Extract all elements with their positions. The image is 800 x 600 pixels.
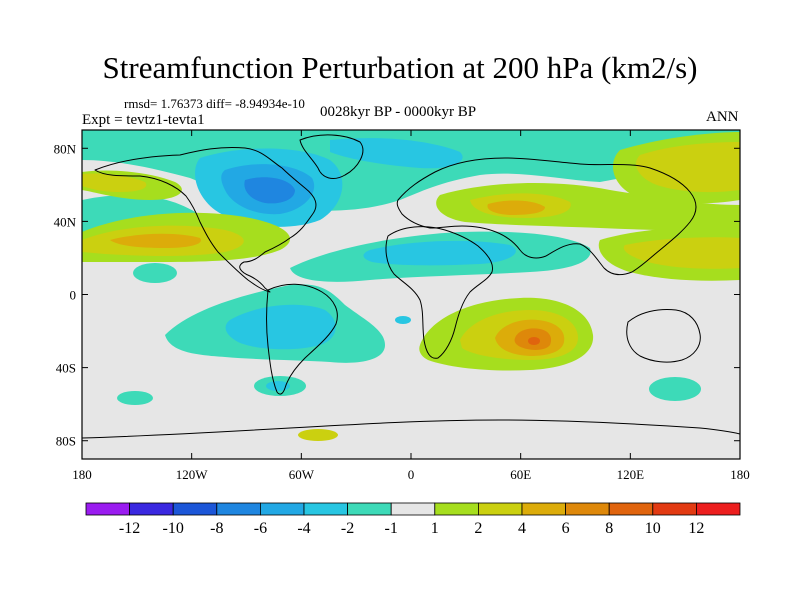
colorbar-box	[85, 502, 130, 516]
colorbar-label: -8	[210, 520, 223, 537]
contour-green-south-pacific-west	[117, 391, 153, 405]
contour-cyan-greenland	[330, 138, 463, 169]
contour-orange-eurasia	[487, 200, 545, 215]
lon-tick-label: 0	[408, 467, 415, 482]
contour-cyan-atlantic-low	[363, 240, 516, 266]
colorbar-box	[216, 502, 261, 516]
lon-tick-label: 180	[730, 467, 750, 482]
coast-greenland	[299, 134, 364, 179]
colorbar-label: -12	[119, 520, 140, 537]
lon-tick-label: 60E	[510, 467, 531, 482]
colorbar-box	[565, 502, 610, 516]
coast-eurasia	[396, 157, 697, 276]
colorbar-label: -2	[341, 520, 354, 537]
colorbar-label: 2	[474, 520, 482, 537]
lon-tick-label: 60W	[289, 467, 315, 482]
contour-green-south-pacific-east	[649, 377, 701, 401]
colorbar-box	[696, 502, 741, 516]
experiment-line: Expt = tevtz1-tevta1	[82, 112, 205, 128]
contour-green-east-pacific	[133, 263, 177, 283]
contour-yellow-north-pacific	[82, 173, 147, 192]
colorbar-label: 12	[688, 520, 704, 537]
lat-tick-label: 0	[70, 288, 77, 303]
coast-north-america	[94, 147, 317, 293]
contour-cyan-small-blob	[395, 316, 411, 324]
lon-tick-label: 120E	[617, 467, 645, 482]
lat-tick-label: 40S	[56, 361, 76, 376]
colorbar-box	[434, 502, 479, 516]
contour-fill-layer	[82, 130, 740, 441]
coast-south-america	[266, 283, 338, 395]
lat-tick-label: 80S	[56, 434, 76, 449]
colorbar-label: -10	[163, 520, 184, 537]
contour-yellow-ne-asia	[636, 142, 740, 193]
map-ticks: 180 120W 60W 0 60E 120E 180 80N 40N 0 40S 80S	[54, 130, 750, 482]
contour-orange-subtropical-pacific	[110, 233, 201, 248]
colorbar-label: 8	[605, 520, 613, 537]
coast-antarctica	[82, 419, 740, 439]
colorbar-label: 6	[562, 520, 570, 537]
colorbar-label: -4	[297, 520, 310, 537]
contour-cyan-south-america	[225, 304, 336, 350]
contour-yellow-west-pacific	[623, 237, 740, 269]
contour-darkblue-north-america	[244, 177, 295, 204]
colorbar-box	[129, 502, 174, 516]
stats-line: rmsd= 1.76373 diff= -8.94934e-10	[124, 96, 305, 111]
coast-australia	[626, 309, 701, 363]
colorbar-label: 4	[518, 520, 526, 537]
colorbar-box	[259, 502, 305, 516]
colorbar: -12 -10 -8 -6 -4 -2 -1 1 2 4 6 8 10 12	[85, 502, 741, 537]
contour-cyan-drake-passage	[266, 381, 290, 391]
period-line: 0028kyr BP - 0000kyr BP	[320, 104, 477, 120]
colorbar-label: 10	[645, 520, 661, 537]
coast-africa	[385, 226, 494, 359]
colorbar-label: 1	[431, 520, 439, 537]
colorbar-box	[390, 502, 436, 516]
coastlines	[82, 134, 740, 439]
lon-tick-label: 180	[72, 467, 92, 482]
colorbar-box	[303, 502, 348, 516]
colorbar-box	[172, 502, 218, 516]
colorbar-box	[608, 502, 654, 516]
season-label: ANN	[706, 109, 739, 125]
lon-tick-label: 120W	[176, 467, 209, 482]
colorbar-box	[347, 502, 392, 516]
colorbar-label: -1	[385, 520, 398, 537]
chart-title: Streamfunction Perturbation at 200 hPa (…	[102, 50, 698, 85]
lat-tick-label: 80N	[54, 141, 77, 156]
colorbar-box	[521, 502, 566, 516]
colorbar-label: -6	[254, 520, 267, 537]
colorbar-box	[652, 502, 697, 516]
colorbar-box	[477, 502, 523, 516]
lat-tick-label: 40N	[54, 214, 77, 229]
contour-yellow-antarctic	[298, 429, 338, 441]
contour-red-indian-ridge	[528, 337, 540, 345]
